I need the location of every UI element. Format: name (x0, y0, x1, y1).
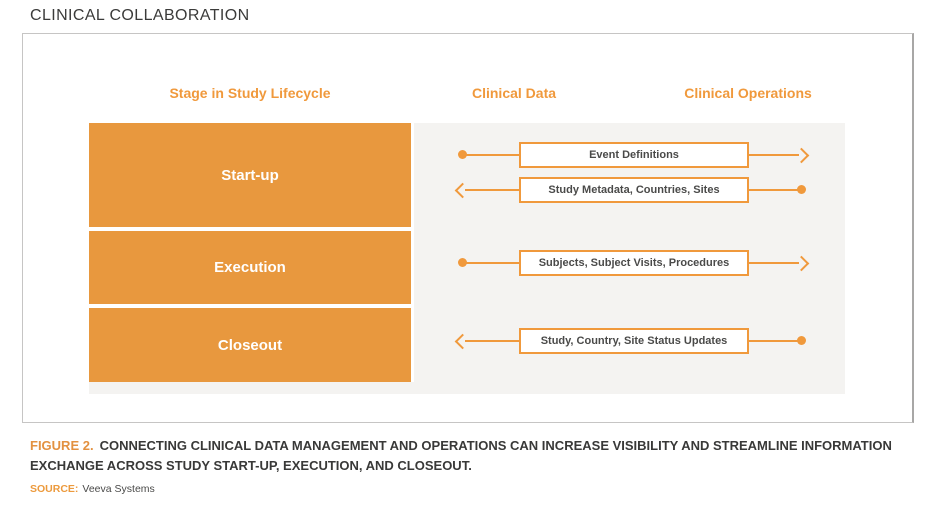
flow-status-updates: Study, Country, Site Status Updates (454, 328, 808, 354)
column-header-stage-lifecycle: Stage in Study Lifecycle (169, 85, 331, 101)
figure-number-label: FIGURE 2. (30, 438, 94, 453)
arrow-right-icon (793, 255, 810, 271)
arrow-left-icon (454, 182, 471, 198)
stage-block-execution: Execution (89, 231, 414, 308)
arrow-left-icon (454, 333, 471, 349)
stage-label-startup: Start-up (221, 166, 279, 184)
flow-study-metadata-countries-sites: Study Metadata, Countries, Sites (454, 177, 808, 203)
figure-caption: FIGURE 2. CONNECTING CLINICAL DATA MANAGE… (30, 436, 922, 476)
arrow-right-icon (793, 147, 810, 163)
stage-label-execution: Execution (214, 259, 286, 276)
figure-frame: Stage in Study Lifecycle Clinical Data C… (22, 33, 914, 423)
stage-block-startup: Start-up (89, 123, 414, 231)
connector-dot-icon (458, 258, 467, 267)
page-title: CLINICAL COLLABORATION (30, 7, 250, 24)
flow-label-box: Study Metadata, Countries, Sites (519, 177, 749, 203)
connector-dot-icon (458, 150, 467, 159)
connector-dot-icon (797, 336, 806, 345)
flow-label-box: Subjects, Subject Visits, Procedures (519, 250, 749, 276)
source-label: SOURCE: (30, 483, 79, 495)
stage-label-closeout: Closeout (217, 336, 283, 354)
column-header-clinical-operations: Clinical Operations (684, 85, 812, 101)
source-line: SOURCE: Veeva Systems (30, 483, 155, 495)
figure-caption-text: CONNECTING CLINICAL DATA MANAGEMENT AND … (30, 438, 892, 473)
flow-label-box: Study, Country, Site Status Updates (519, 328, 749, 354)
flow-event-definitions: Event Definitions (456, 142, 810, 168)
stage-block-closeout: Closeout (89, 308, 414, 382)
source-text: Veeva Systems (82, 483, 155, 495)
connector-dot-icon (797, 185, 806, 194)
flow-subjects-visits-procedures: Subjects, Subject Visits, Procedures (456, 250, 810, 276)
column-header-clinical-data: Clinical Data (471, 85, 557, 101)
flow-label-box: Event Definitions (519, 142, 749, 168)
